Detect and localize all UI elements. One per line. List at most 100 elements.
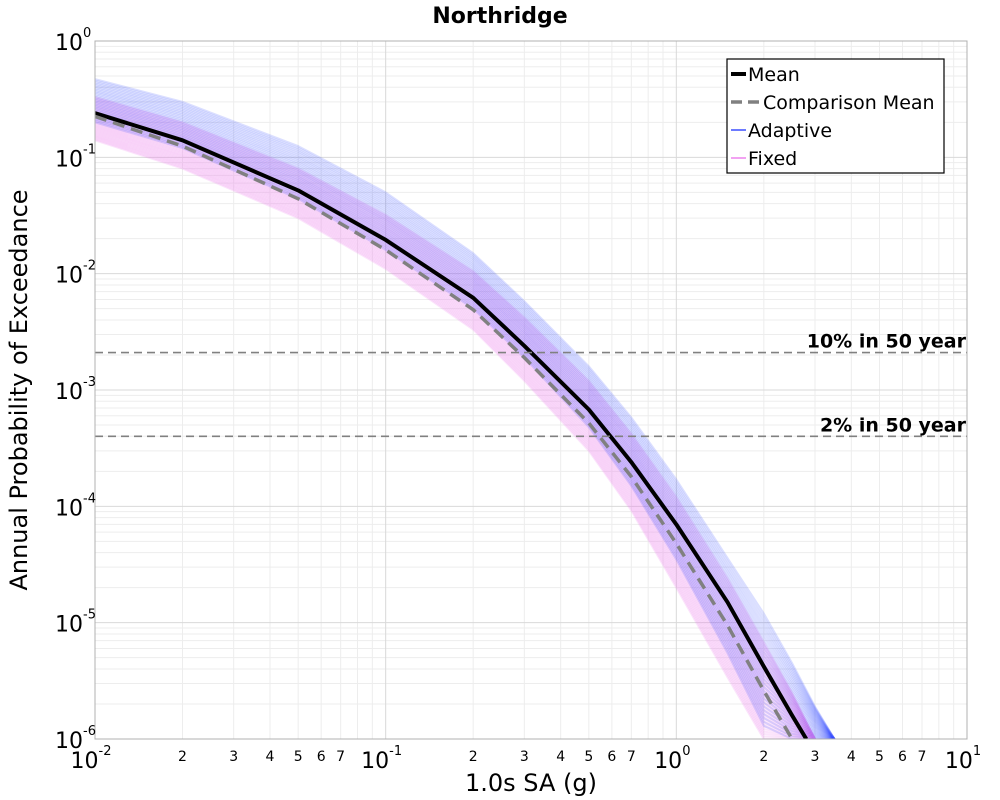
x-minor-tick-label: 7 (627, 749, 636, 765)
fixed-curve (95, 132, 816, 739)
fixed-curve (95, 138, 816, 739)
adaptive-curve (95, 91, 836, 739)
fixed-curve (95, 128, 816, 739)
annotation-layer: 10% in 50 year 2% in 50 year (95, 331, 967, 438)
fixed-curve (95, 119, 816, 739)
y-axis-ticks: 100 10-1 10-2 10-3 10-4 10-5 10-6 (55, 26, 96, 754)
x-minor-tick-label: 2 (759, 749, 768, 765)
x-minor-tick-label: 7 (918, 749, 927, 765)
fixed-curve (95, 120, 816, 739)
legend-entry-label: Adaptive (748, 120, 832, 142)
fixed-curve (95, 136, 816, 739)
legend-entry-label: Comparison Mean (763, 92, 935, 114)
adaptive-curve (95, 99, 836, 739)
x-tick-label: 100 (654, 744, 690, 774)
plot-frame (94, 40, 968, 740)
fixed-curve (95, 111, 816, 739)
adaptive-curve (95, 87, 836, 739)
fixed-curve (95, 96, 816, 739)
x-minor-tick-label: 5 (875, 749, 884, 765)
fixed-curve (95, 126, 816, 739)
legend: Mean Comparison Mean Adaptive Fixed (726, 58, 945, 174)
x-tick-label: 101 (945, 744, 981, 774)
fixed-curve (95, 98, 816, 739)
x-minor-tick-label: 5 (584, 749, 593, 765)
adaptive-curve (95, 93, 836, 739)
comparison-mean-line (95, 114, 794, 739)
mean-line (95, 111, 809, 739)
x-axis-label: 1.0s SA (g) (465, 769, 597, 797)
adaptive-curve (95, 90, 836, 739)
x-minor-tick-label: 4 (556, 749, 565, 765)
adaptive-curve (95, 100, 836, 739)
x-minor-tick-label: 6 (898, 749, 907, 765)
fixed-curve (95, 130, 816, 739)
legend-entry-label: Fixed (748, 148, 797, 170)
x-minor-tick-label: 6 (317, 749, 326, 765)
x-minor-tick-label: 7 (336, 749, 345, 765)
fixed-curve (95, 134, 816, 739)
x-minor-tick-label: 3 (811, 749, 820, 765)
fixed-curve (95, 102, 816, 739)
fixed-curve (95, 109, 816, 739)
fixed-curve (95, 137, 816, 739)
fixed-curve (95, 104, 816, 739)
y-tick-label: 10-6 (55, 724, 96, 754)
adaptive-curve (95, 88, 836, 739)
x-tick-label: 10-1 (361, 744, 402, 774)
fixed-curve (95, 129, 816, 739)
adaptive-curve (95, 96, 836, 739)
hazard-level-label: 2% in 50 year (820, 414, 967, 436)
hazard-level-label: 10% in 50 year (807, 331, 967, 353)
adaptive-curve (95, 102, 836, 739)
adaptive-curve (95, 112, 835, 739)
x-minor-tick-label: 2 (178, 749, 187, 765)
y-tick-label: 10-2 (55, 259, 96, 289)
adaptive-curve (95, 79, 836, 739)
fixed-curve (95, 139, 815, 739)
y-tick-label: 10-1 (55, 142, 96, 172)
y-tick-label: 10-5 (55, 608, 96, 638)
adaptive-curve (95, 81, 836, 739)
grid (94, 40, 968, 740)
fixed-curve (95, 103, 816, 739)
chart-title: Northridge (432, 4, 567, 29)
x-minor-tick-label: 3 (520, 749, 529, 765)
fixed-curve (95, 127, 816, 739)
x-minor-tick-label: 6 (607, 749, 616, 765)
y-tick-label: 100 (55, 26, 91, 56)
x-minor-tick-label: 3 (229, 749, 238, 765)
fixed-curve (95, 99, 816, 739)
adaptive-curve (95, 110, 835, 739)
adaptive-curve (95, 97, 836, 739)
adaptive-curve (95, 94, 836, 739)
x-minor-tick-label: 5 (294, 749, 303, 765)
adaptive-curve (95, 82, 836, 739)
x-minor-tick-label: 4 (266, 749, 275, 765)
adaptive-curve (95, 84, 836, 739)
line-layer (95, 111, 809, 739)
fixed-curve (95, 118, 816, 739)
x-minor-tick-label: 4 (847, 749, 856, 765)
legend-box (726, 58, 945, 174)
fixed-curve (95, 101, 816, 739)
fixed-curve (95, 133, 816, 739)
y-tick-label: 10-3 (55, 375, 96, 405)
y-axis-label: Annual Probability of Exceedance (5, 189, 33, 590)
y-tick-label: 10-4 (55, 491, 96, 521)
fixed-curve (95, 131, 816, 739)
fixed-curve (95, 124, 816, 739)
adaptive-curve (95, 85, 836, 739)
fixed-curve (95, 97, 816, 739)
band-layer (95, 78, 836, 739)
adaptive-curve (95, 103, 836, 739)
adaptive-curve (95, 78, 836, 739)
legend-entry-label: Mean (748, 64, 800, 86)
x-tick-label: 10-2 (71, 744, 112, 774)
x-minor-tick-label: 2 (469, 749, 478, 765)
fixed-curve (95, 110, 816, 739)
fixed-curve (95, 100, 816, 739)
